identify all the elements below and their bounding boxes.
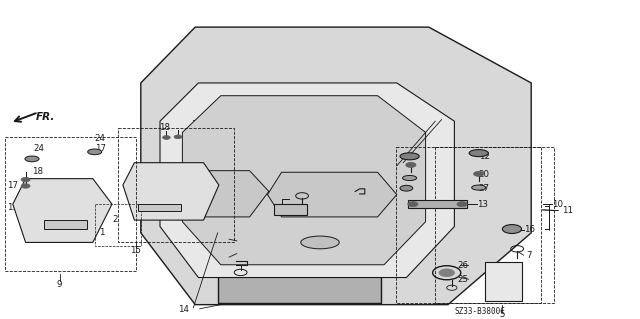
- Text: 24: 24: [33, 144, 44, 153]
- Text: SZ33-B3800C: SZ33-B3800C: [454, 308, 505, 316]
- Text: 1: 1: [99, 228, 105, 237]
- Polygon shape: [218, 233, 381, 303]
- Text: 11: 11: [562, 206, 573, 215]
- Text: 20: 20: [394, 161, 404, 170]
- Text: 9: 9: [57, 280, 62, 289]
- Ellipse shape: [469, 150, 488, 157]
- Text: 17: 17: [7, 181, 18, 189]
- Ellipse shape: [502, 225, 522, 234]
- Text: 22: 22: [213, 235, 224, 244]
- Text: 18: 18: [159, 123, 170, 132]
- Circle shape: [474, 171, 484, 176]
- Text: 18: 18: [32, 167, 43, 176]
- Text: 1: 1: [173, 212, 179, 221]
- Polygon shape: [141, 27, 531, 305]
- Circle shape: [406, 162, 416, 167]
- Polygon shape: [160, 83, 454, 278]
- Ellipse shape: [301, 236, 339, 249]
- Text: 7: 7: [526, 251, 532, 260]
- Text: 14: 14: [178, 305, 189, 314]
- Bar: [396, 147, 554, 303]
- Ellipse shape: [472, 185, 486, 190]
- Text: 2: 2: [180, 205, 186, 214]
- Polygon shape: [159, 171, 269, 217]
- Polygon shape: [13, 179, 112, 242]
- Ellipse shape: [25, 156, 39, 162]
- Bar: [138, 204, 181, 211]
- Text: 24: 24: [95, 134, 106, 143]
- Bar: [435, 147, 541, 303]
- Text: 27: 27: [479, 184, 490, 193]
- Text: 4: 4: [260, 210, 266, 219]
- Bar: [95, 204, 141, 246]
- Text: 5: 5: [500, 310, 505, 319]
- Text: 3: 3: [159, 208, 164, 217]
- Circle shape: [408, 202, 418, 207]
- Circle shape: [21, 177, 30, 182]
- Text: 2: 2: [113, 215, 118, 224]
- Text: 12: 12: [385, 143, 396, 152]
- Text: FR.: FR.: [36, 112, 55, 122]
- Text: 2: 2: [90, 220, 95, 229]
- Circle shape: [439, 269, 454, 277]
- Text: 25: 25: [458, 275, 468, 284]
- Text: 3: 3: [34, 225, 40, 234]
- Text: 19: 19: [7, 203, 18, 212]
- Text: 13: 13: [394, 184, 404, 193]
- Ellipse shape: [400, 153, 419, 160]
- Polygon shape: [268, 172, 397, 217]
- Polygon shape: [123, 163, 219, 220]
- Text: 17: 17: [95, 144, 106, 153]
- Bar: [485, 262, 522, 301]
- Ellipse shape: [403, 175, 417, 181]
- Circle shape: [163, 136, 170, 139]
- Polygon shape: [182, 96, 426, 265]
- Text: 20: 20: [479, 170, 490, 179]
- Text: 26: 26: [458, 261, 468, 270]
- Text: 12: 12: [479, 152, 490, 161]
- Text: 10: 10: [552, 200, 563, 209]
- Polygon shape: [408, 200, 467, 208]
- Text: 8: 8: [260, 205, 266, 214]
- Text: 23: 23: [319, 193, 330, 202]
- Circle shape: [457, 202, 467, 207]
- Bar: [118, 128, 234, 242]
- Text: 27: 27: [394, 174, 404, 183]
- Bar: [274, 204, 307, 215]
- Text: 15: 15: [130, 246, 141, 255]
- Text: 16: 16: [524, 225, 534, 234]
- Ellipse shape: [88, 149, 102, 155]
- Text: 13: 13: [477, 200, 488, 209]
- Text: 19: 19: [191, 120, 202, 129]
- Circle shape: [174, 135, 182, 139]
- Bar: [5, 137, 136, 271]
- Circle shape: [21, 184, 30, 188]
- Text: 21: 21: [370, 189, 381, 197]
- Text: 6: 6: [218, 253, 224, 262]
- Bar: [44, 220, 87, 229]
- Ellipse shape: [400, 185, 413, 191]
